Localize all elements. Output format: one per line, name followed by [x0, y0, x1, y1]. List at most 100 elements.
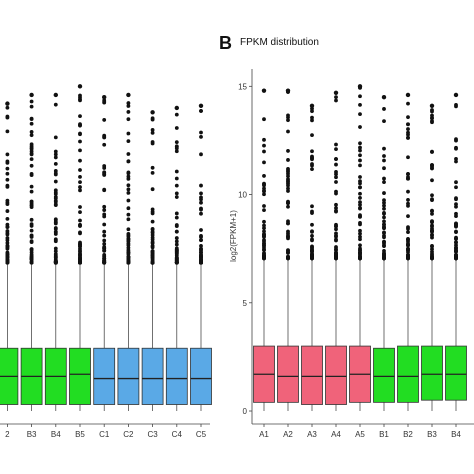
- outlier-point: [199, 152, 203, 157]
- outlier-point: [199, 191, 203, 196]
- box-A3: [301, 345, 323, 405]
- x-tick-label: B4: [51, 430, 61, 439]
- outlier-point: [454, 180, 458, 185]
- outlier-point: [454, 245, 458, 250]
- outlier-point: [310, 252, 314, 257]
- x-tick-label: B5: [75, 430, 85, 439]
- outlier-point: [334, 142, 338, 147]
- outlier-point: [150, 165, 155, 170]
- outlier-point: [53, 152, 58, 157]
- outlier-point: [199, 255, 203, 260]
- outlier-point: [406, 246, 410, 251]
- outlier-point: [381, 94, 387, 100]
- outlier-point: [78, 249, 82, 254]
- outlier-point: [102, 94, 107, 100]
- x-tick-label: B1: [379, 430, 389, 439]
- outlier-point: [430, 119, 434, 123]
- outlier-point: [77, 84, 83, 89]
- outlier-point: [150, 207, 155, 212]
- outlier-point: [382, 158, 386, 163]
- outlier-point: [5, 115, 10, 120]
- outlier-point: [78, 252, 82, 257]
- outlier-point: [126, 187, 131, 192]
- outlier-point: [29, 222, 34, 227]
- x-tick-label: 2: [5, 430, 10, 439]
- outlier-point: [382, 176, 386, 181]
- outlier-point: [126, 159, 131, 164]
- outlier-point: [286, 254, 290, 259]
- x-tick-label: A5: [355, 430, 365, 439]
- outlier-point: [406, 214, 410, 219]
- outlier-point: [53, 171, 58, 176]
- outlier-point: [174, 256, 179, 261]
- outlier-point: [334, 255, 338, 260]
- outlier-point: [334, 237, 338, 242]
- outlier-point: [406, 127, 410, 131]
- panel-b-plot: B FPKM distribution log2(FPKM+1) 0 5 10 15 A…: [219, 33, 474, 439]
- outlier-point: [29, 171, 34, 176]
- outlier-point: [310, 209, 314, 214]
- outlier-point: [334, 224, 338, 228]
- outlier-point: [262, 117, 266, 122]
- outlier-point: [102, 164, 107, 168]
- outlier-point: [150, 243, 155, 248]
- outlier-point: [78, 246, 82, 251]
- outlier-point: [334, 189, 338, 194]
- outlier-point: [382, 251, 386, 255]
- box-B5: [69, 347, 91, 405]
- outlier-point: [174, 176, 179, 181]
- outlier-point: [53, 161, 58, 166]
- outlier-point: [310, 256, 314, 260]
- box-B1: [373, 347, 395, 403]
- outlier-point: [262, 204, 266, 208]
- outlier-point: [174, 146, 179, 151]
- outlier-point: [405, 92, 411, 98]
- outlier-point: [126, 152, 131, 156]
- outlier-point: [310, 229, 314, 234]
- outlier-point: [102, 214, 107, 219]
- outlier-point: [430, 247, 434, 252]
- outlier-point: [430, 116, 434, 121]
- outlier-point: [334, 147, 338, 152]
- outlier-point: [286, 118, 290, 123]
- outlier-point: [150, 116, 155, 121]
- outlier-point: [310, 154, 314, 159]
- outlier-point: [358, 102, 362, 107]
- outlier-point: [358, 141, 362, 146]
- outlier-point: [29, 152, 34, 157]
- outlier-point: [199, 134, 203, 139]
- outlier-point: [5, 166, 10, 171]
- outlier-point: [310, 118, 314, 123]
- outlier-point: [78, 210, 82, 215]
- outlier-point: [78, 139, 82, 144]
- outlier-point: [382, 200, 386, 205]
- outlier-point: [358, 196, 362, 200]
- outlier-point: [78, 97, 82, 102]
- outlier-point: [454, 156, 458, 161]
- outlier-point: [358, 231, 362, 236]
- outlier-point: [334, 252, 338, 257]
- outlier-point: [285, 88, 291, 93]
- outlier-point: [262, 241, 266, 245]
- outlier-point: [310, 237, 314, 242]
- x-tick-label: C3: [147, 430, 158, 439]
- outlier-point: [126, 245, 131, 250]
- outlier-point: [310, 204, 314, 209]
- outlier-point: [358, 112, 362, 117]
- outlier-point: [406, 230, 410, 234]
- outlier-point: [53, 190, 58, 195]
- y-tick-label: 10: [238, 191, 247, 200]
- outlier-point: [53, 196, 58, 201]
- outlier-point: [126, 139, 131, 144]
- outlier-point: [150, 187, 155, 192]
- outlier-point: [262, 149, 266, 154]
- outlier-point: [126, 231, 131, 236]
- outlier-point: [102, 256, 107, 261]
- outlier-point: [382, 240, 386, 244]
- outlier-point: [286, 234, 290, 239]
- outlier-point: [382, 203, 386, 208]
- outlier-point: [78, 185, 82, 189]
- outlier-point: [199, 211, 203, 216]
- box-A4: [325, 345, 347, 405]
- outlier-point: [286, 158, 290, 162]
